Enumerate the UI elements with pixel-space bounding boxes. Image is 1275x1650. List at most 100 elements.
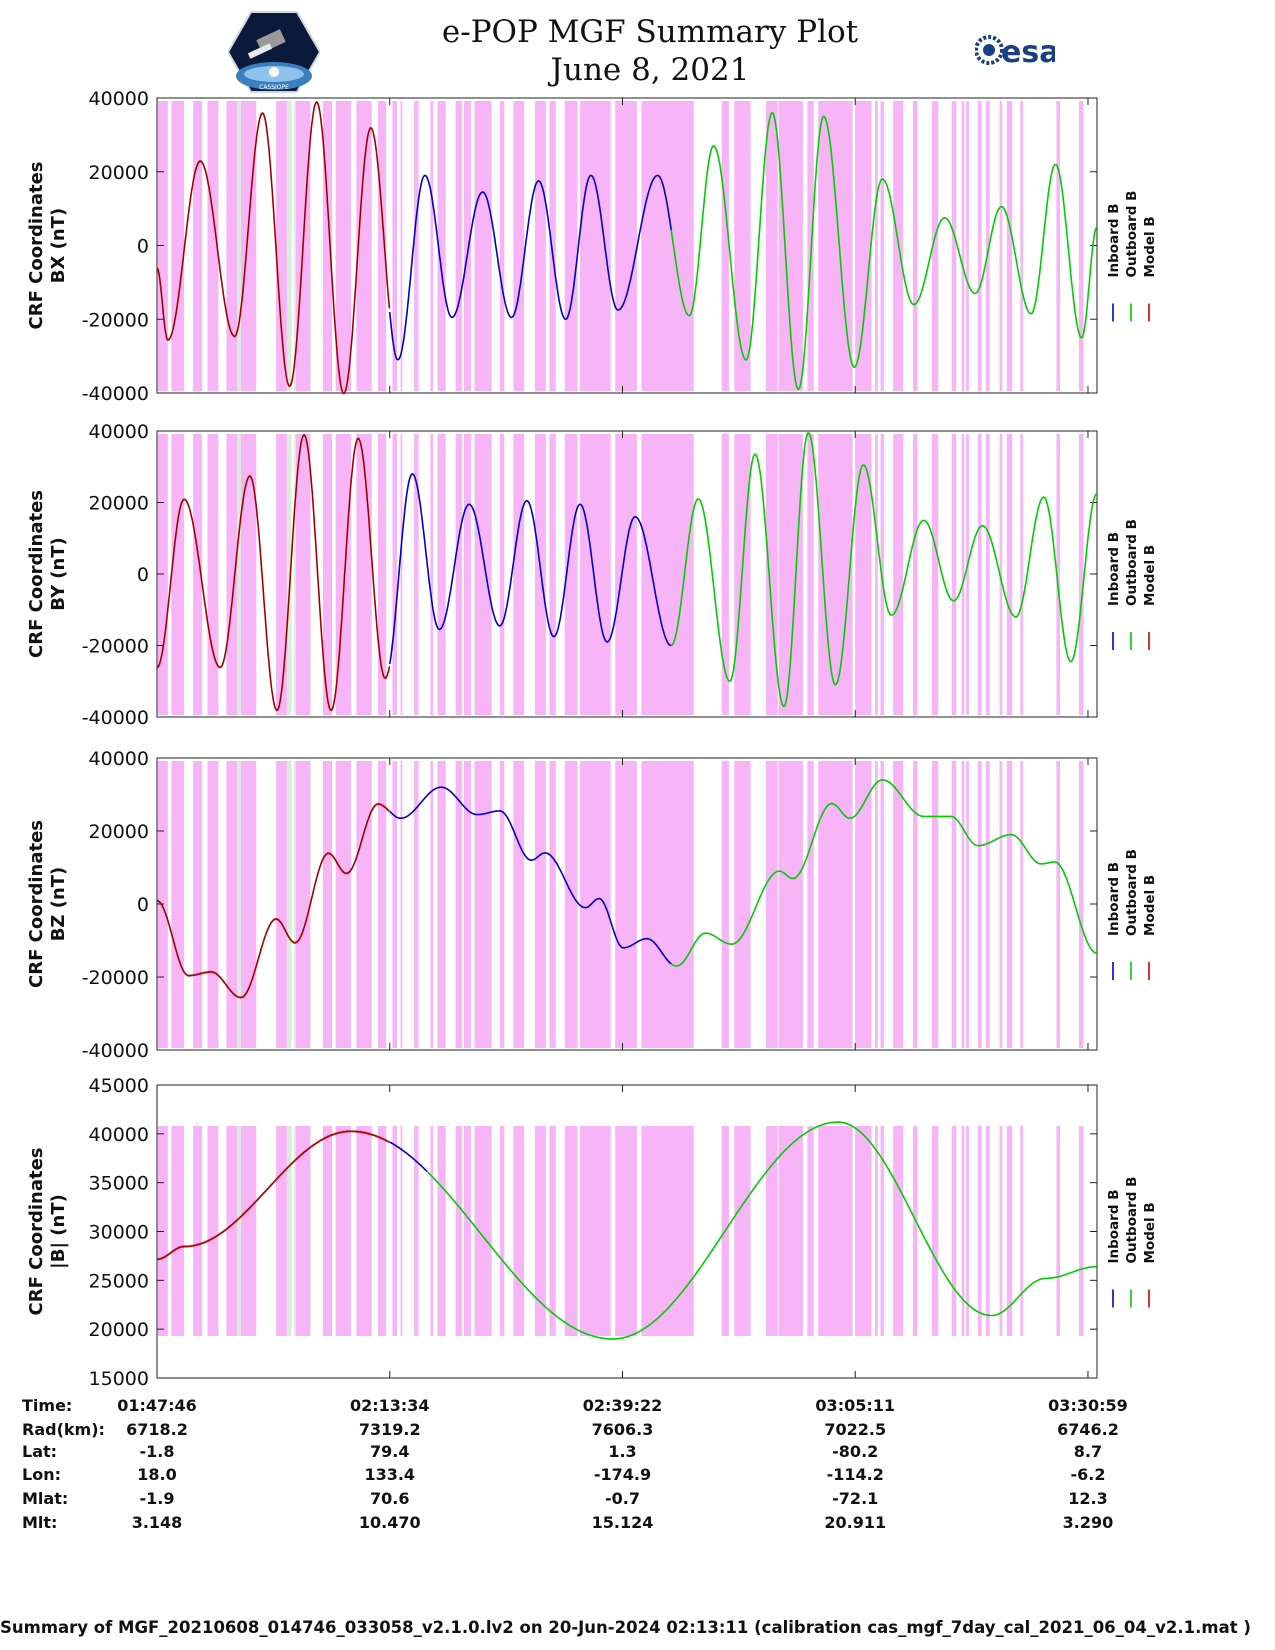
- shading-bar: [455, 101, 462, 391]
- series-inboard-line: [389, 786, 672, 965]
- shading-bar: [807, 1126, 814, 1336]
- shading-bar: [778, 434, 803, 715]
- shading-bar: [430, 1126, 434, 1336]
- shading-bar: [392, 101, 397, 391]
- shading-bar: [513, 101, 525, 391]
- shading-bar: [875, 434, 878, 715]
- shading-bar: [276, 1126, 287, 1336]
- shading-bar: [818, 761, 853, 1048]
- shading-bar: [615, 434, 637, 715]
- shading-bar: [615, 761, 637, 1048]
- shading-bar: [564, 761, 578, 1048]
- shading-bar: [499, 761, 505, 1048]
- y-axis-title: CRF Coordinates: [26, 1148, 47, 1316]
- shading-bar: [1056, 761, 1061, 1048]
- shading-bar: [474, 434, 492, 715]
- shading-bar: [378, 434, 387, 715]
- shading-bar: [641, 101, 694, 391]
- shading-bar: [414, 434, 419, 715]
- shading-bar: [378, 101, 387, 391]
- y-tick-label: 40000: [89, 421, 149, 443]
- cell-lon: 133.4: [364, 1465, 415, 1484]
- shading-bar: [171, 101, 185, 391]
- shading-bar: [400, 434, 403, 715]
- series-inboard-line: [388, 473, 672, 665]
- shading-bar: [276, 761, 287, 1048]
- series-outboard-line: [670, 779, 1098, 967]
- shading-bar: [986, 1126, 990, 1336]
- shading-bar: [240, 434, 257, 715]
- shading-bar: [226, 101, 238, 391]
- shading-bar: [564, 434, 578, 715]
- shading-bar: [356, 1126, 372, 1336]
- shading-bar: [893, 434, 904, 715]
- cell-time: 03:30:59: [1048, 1396, 1128, 1415]
- shading-bar: [549, 1126, 556, 1336]
- shading-bar: [855, 101, 872, 391]
- shading-bar: [240, 101, 257, 391]
- shading-bar: [1056, 434, 1061, 715]
- shading-bar-light: [286, 761, 292, 1048]
- shading-bar: [931, 1126, 939, 1336]
- shading-bar: [641, 761, 694, 1048]
- shading-bar: [356, 434, 372, 715]
- shading-bar: [437, 1126, 446, 1336]
- shading-bar: [778, 101, 803, 391]
- shading-bar: [951, 101, 957, 391]
- shading-bar: [295, 434, 311, 715]
- shading-bar-light: [237, 101, 241, 391]
- shading-bar: [765, 1126, 778, 1336]
- shading-bar-light: [294, 434, 296, 715]
- shading-bar: [999, 1126, 1003, 1336]
- series-inboard-under-model-line: [156, 433, 390, 710]
- y-tick-label: 15000: [89, 1368, 149, 1390]
- shading-bar: [1020, 761, 1024, 1048]
- shading-bar: [641, 434, 694, 715]
- shading-bar: [513, 434, 525, 715]
- shading-bar: [721, 101, 729, 391]
- shading-bar: [721, 434, 729, 715]
- y-tick-label: 0: [137, 236, 149, 258]
- shading-bar: [392, 761, 397, 1048]
- shading-bar: [1078, 761, 1084, 1048]
- shading-bar: [276, 101, 287, 391]
- cell-mlat: 70.6: [370, 1489, 409, 1508]
- shading-bar: [880, 761, 885, 1048]
- shading-bar: [463, 761, 471, 1048]
- series-outboard-line: [670, 431, 1098, 708]
- shading-bar: [931, 434, 939, 715]
- shading-bar: [171, 1126, 185, 1336]
- shading-bar: [999, 101, 1003, 391]
- plot-date: June 8, 2021: [550, 52, 750, 88]
- shading-bar: [875, 1126, 878, 1336]
- shading-bar: [392, 434, 397, 715]
- panel-bb: 45000 40000 35000 30000 25000 20000 15000 CRF C…: [26, 1075, 1158, 1390]
- shading-bar: [580, 761, 611, 1048]
- y-axis-unit: BZ (nT): [48, 867, 69, 942]
- cell-mlat: 12.3: [1068, 1489, 1107, 1508]
- cell-lon: 18.0: [137, 1465, 176, 1484]
- shading-bar: [977, 1126, 982, 1336]
- series-model-line: [156, 101, 391, 395]
- shading-bar: [455, 761, 462, 1048]
- shading-bar: [966, 434, 969, 715]
- shading-bar: [414, 761, 419, 1048]
- legend-label: Inboard B: [1106, 204, 1122, 278]
- shading-bar: [966, 101, 969, 391]
- shading-bar: [207, 434, 219, 715]
- shading-bar: [400, 761, 403, 1048]
- shading-bar: [893, 1126, 904, 1336]
- legend-label: Model B: [1142, 875, 1158, 936]
- shading-bar: [335, 1126, 351, 1336]
- shading-bar: [1078, 1126, 1084, 1336]
- shading-bar: [455, 434, 462, 715]
- legend-label: Outboard B: [1124, 519, 1140, 606]
- shading-bar: [549, 761, 556, 1048]
- row-label-time: Time:: [22, 1396, 72, 1415]
- series-inboard-under-model-line: [157, 802, 390, 998]
- shading-bar: [977, 434, 982, 715]
- legend-label: Outboard B: [1124, 1177, 1140, 1264]
- shading-bar: [721, 761, 729, 1048]
- shading-bar: [818, 1126, 853, 1336]
